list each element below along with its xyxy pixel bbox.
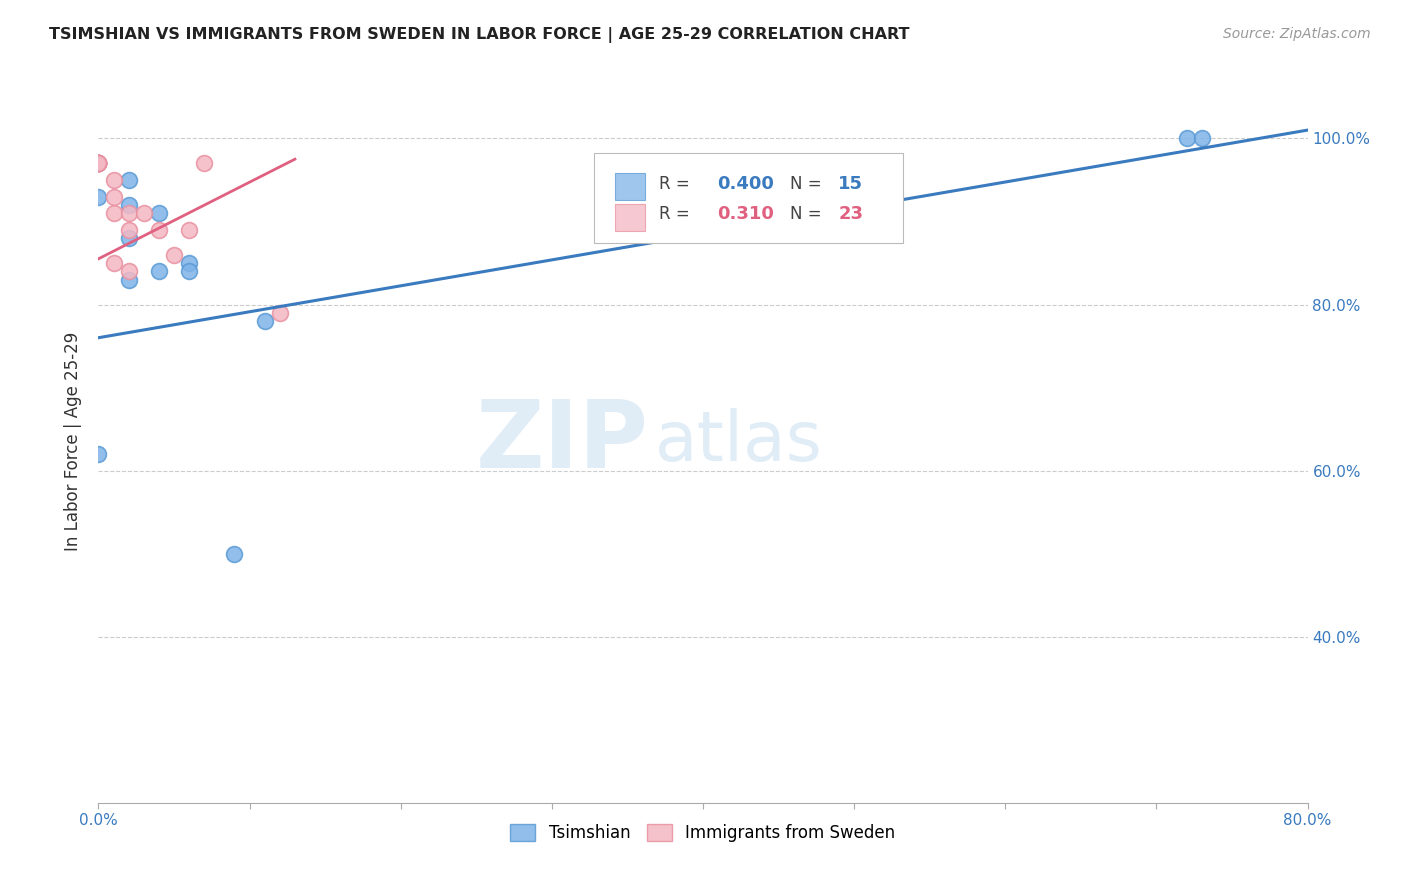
Point — [103, 256, 125, 270]
Point — [87, 156, 110, 170]
Point — [87, 189, 110, 203]
FancyBboxPatch shape — [595, 153, 903, 243]
Point — [87, 447, 110, 461]
Point — [1175, 131, 1198, 145]
Point — [253, 314, 276, 328]
Point — [118, 206, 141, 220]
Point — [1191, 131, 1213, 145]
Text: 15: 15 — [838, 175, 863, 193]
Point — [118, 264, 141, 278]
Point — [87, 156, 110, 170]
Text: R =: R = — [659, 175, 696, 193]
Text: 0.310: 0.310 — [717, 205, 775, 223]
Point — [87, 156, 110, 170]
Point — [87, 156, 110, 170]
Text: N =: N = — [790, 175, 827, 193]
Point — [103, 173, 125, 187]
Point — [269, 306, 291, 320]
Text: Source: ZipAtlas.com: Source: ZipAtlas.com — [1223, 27, 1371, 41]
Text: 23: 23 — [838, 205, 863, 223]
Point — [87, 156, 110, 170]
Point — [132, 206, 155, 220]
Point — [87, 156, 110, 170]
FancyBboxPatch shape — [614, 173, 645, 200]
Point — [193, 156, 215, 170]
Text: N =: N = — [790, 205, 827, 223]
Text: TSIMSHIAN VS IMMIGRANTS FROM SWEDEN IN LABOR FORCE | AGE 25-29 CORRELATION CHART: TSIMSHIAN VS IMMIGRANTS FROM SWEDEN IN L… — [49, 27, 910, 43]
Point — [118, 231, 141, 245]
Point — [87, 156, 110, 170]
Point — [179, 256, 201, 270]
Text: atlas: atlas — [655, 408, 823, 475]
Point — [103, 206, 125, 220]
Y-axis label: In Labor Force | Age 25-29: In Labor Force | Age 25-29 — [65, 332, 83, 551]
Text: ZIP: ZIP — [475, 395, 648, 488]
Point — [148, 264, 170, 278]
Point — [87, 156, 110, 170]
Point — [179, 223, 201, 237]
Point — [118, 198, 141, 212]
Point — [118, 223, 141, 237]
Point — [148, 206, 170, 220]
Point — [224, 547, 246, 561]
Point — [87, 156, 110, 170]
Legend: Tsimshian, Immigrants from Sweden: Tsimshian, Immigrants from Sweden — [503, 817, 903, 848]
FancyBboxPatch shape — [614, 204, 645, 231]
Point — [118, 173, 141, 187]
Point — [87, 156, 110, 170]
Text: R =: R = — [659, 205, 696, 223]
Text: 0.400: 0.400 — [717, 175, 775, 193]
Point — [118, 272, 141, 286]
Point — [163, 248, 186, 262]
Point — [148, 223, 170, 237]
Point — [103, 189, 125, 203]
Point — [87, 156, 110, 170]
Point — [179, 264, 201, 278]
